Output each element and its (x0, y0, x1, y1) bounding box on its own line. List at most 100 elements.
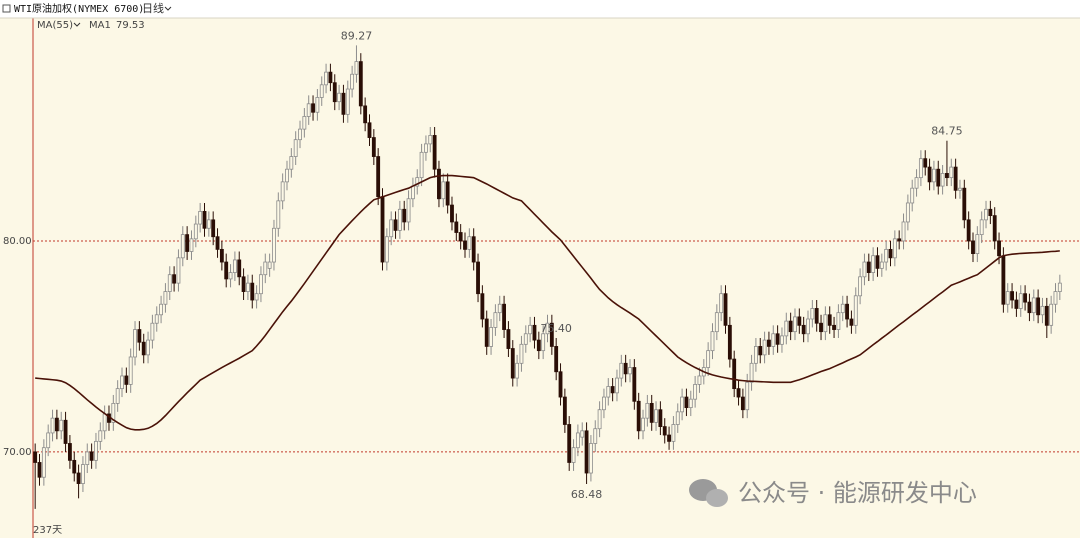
candle-body (723, 293, 728, 326)
candle-body (150, 322, 155, 341)
candle-body (397, 208, 402, 231)
candle-body (771, 333, 776, 347)
price-annotation: 89.27 (341, 29, 373, 42)
watermark-icon (706, 489, 728, 507)
candle-body (532, 324, 537, 341)
candle-body (979, 219, 984, 236)
candle-body (133, 329, 137, 358)
candle-body (866, 261, 871, 273)
candle-body (219, 248, 224, 263)
candle-body (719, 293, 724, 314)
candle-body (215, 236, 220, 250)
candle-body (745, 381, 750, 411)
candle-body (688, 398, 693, 409)
candle-body (185, 234, 190, 252)
candle-body (67, 443, 72, 461)
candle-body (1014, 299, 1019, 309)
candle-body (180, 234, 185, 259)
candle-body (975, 234, 980, 254)
candle-body (163, 291, 168, 305)
candle-body (536, 339, 541, 352)
candle-body (1031, 297, 1036, 314)
candle-body (905, 202, 910, 223)
candle-body (684, 396, 689, 409)
candle-body (441, 181, 446, 200)
candle-body (193, 223, 198, 240)
candle-body (1053, 291, 1058, 305)
candle-body (562, 396, 567, 425)
candle-body (897, 238, 902, 242)
candle-body (432, 135, 437, 170)
candle-body (241, 276, 246, 292)
candle-body (224, 261, 229, 280)
candle-body (506, 329, 511, 349)
candle-body (780, 335, 784, 345)
ma-line (35, 174, 1060, 431)
candle-body (276, 200, 281, 229)
indicator-selector[interactable]: MA(55) (37, 20, 73, 31)
candle-body (714, 312, 719, 333)
candle-body (871, 255, 876, 273)
candle-body (94, 440, 98, 461)
candle-body (410, 185, 415, 200)
plot-layer: 80.00 70.00 89.27 68.48 84.75 75.40 (3, 0, 1080, 538)
candle-body (675, 411, 680, 425)
watermark: 公众号 · 能源研发中心 (689, 479, 977, 507)
candle-body (332, 82, 337, 103)
candle-body (984, 208, 988, 221)
price-annotation: 84.75 (931, 125, 963, 138)
candle-body (206, 219, 211, 229)
candle-body (1036, 297, 1041, 316)
candle-body (997, 240, 1001, 257)
candle-body (806, 318, 810, 335)
candle-body (54, 417, 59, 432)
candle-body (328, 71, 333, 84)
candle-body (767, 339, 771, 347)
candle-body (680, 396, 685, 413)
candle-body (971, 240, 975, 254)
candle-body (884, 248, 889, 263)
candle-body (350, 73, 355, 90)
candle-body (1001, 255, 1006, 305)
candle-body (953, 166, 958, 191)
candle-body (936, 168, 941, 187)
candle-body (671, 424, 676, 442)
toolbar-icon[interactable] (2, 4, 11, 13)
candle-body (471, 236, 476, 263)
ma-legend-name: MA1 (89, 20, 111, 31)
candle-body (202, 211, 207, 229)
candle-body (232, 259, 237, 273)
candle-body (597, 409, 602, 430)
candle-body (358, 61, 363, 107)
candle-body (319, 84, 324, 98)
candle-body (706, 350, 711, 368)
candle-body (380, 196, 385, 263)
candle-body (892, 238, 897, 259)
candle-body (337, 92, 342, 103)
candle-body (758, 346, 763, 356)
instrument-title[interactable]: WTI原油加权(NYMEX 6700) (14, 2, 144, 15)
period-chevron[interactable] (164, 6, 172, 11)
candle-body (63, 419, 68, 444)
candle-body (267, 261, 272, 269)
period-selector[interactable]: 日线 (142, 1, 164, 15)
candle-body (176, 257, 181, 284)
indicator-chevron[interactable] (73, 22, 81, 27)
candle-body (931, 168, 936, 183)
candle-body (76, 472, 81, 484)
candle-body (85, 451, 90, 465)
candle-body (962, 187, 967, 221)
candle-body (545, 322, 550, 335)
candle-body (480, 293, 485, 320)
candle-body (541, 333, 546, 352)
candle-body (1057, 282, 1062, 292)
candle-body (363, 105, 368, 124)
candle-body (371, 137, 376, 157)
candle-body (415, 177, 420, 187)
candle-body (250, 282, 255, 301)
candle-body (814, 308, 819, 324)
candle-body (554, 346, 559, 373)
candle-body (315, 97, 320, 113)
